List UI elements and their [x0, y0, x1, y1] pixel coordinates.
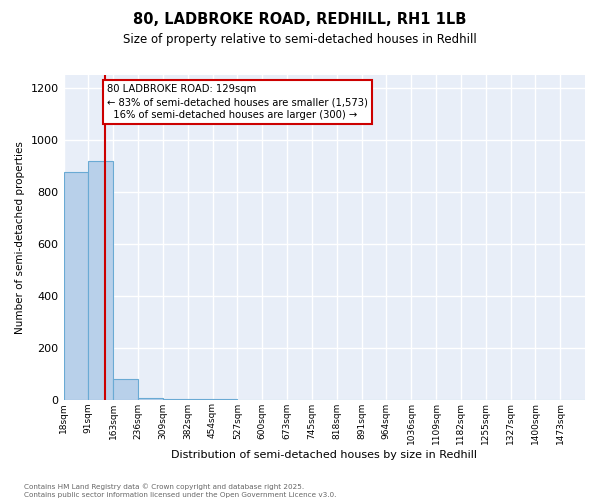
Bar: [88, 160, 113, 400]
Bar: [64, 172, 88, 400]
Text: Contains HM Land Registry data © Crown copyright and database right 2025.
Contai: Contains HM Land Registry data © Crown c…: [24, 484, 337, 498]
Bar: [138, 398, 163, 400]
Bar: [113, 379, 138, 400]
Text: 80, LADBROKE ROAD, REDHILL, RH1 1LB: 80, LADBROKE ROAD, REDHILL, RH1 1LB: [133, 12, 467, 28]
Text: Size of property relative to semi-detached houses in Redhill: Size of property relative to semi-detach…: [123, 32, 477, 46]
X-axis label: Distribution of semi-detached houses by size in Redhill: Distribution of semi-detached houses by …: [171, 450, 477, 460]
Y-axis label: Number of semi-detached properties: Number of semi-detached properties: [15, 141, 25, 334]
Bar: [163, 399, 188, 400]
Text: 80 LADBROKE ROAD: 129sqm
← 83% of semi-detached houses are smaller (1,573)
  16%: 80 LADBROKE ROAD: 129sqm ← 83% of semi-d…: [107, 84, 368, 120]
